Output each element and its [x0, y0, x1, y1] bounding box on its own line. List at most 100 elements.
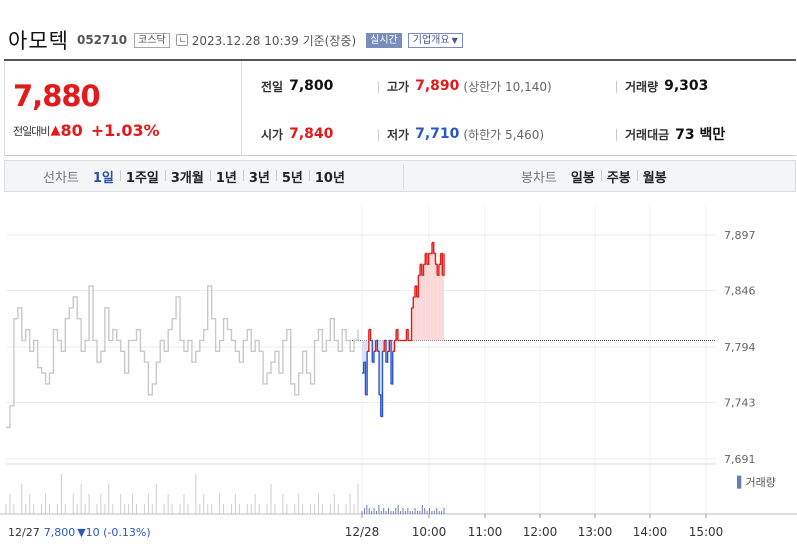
- prev-day-change: ▼10 (-0.13%): [77, 526, 150, 539]
- today-line-segment: [384, 339, 387, 363]
- today-line-segment: [406, 328, 409, 341]
- current-price-panel: 7,880 전일대비 ▲ 80 +1.03%: [4, 61, 242, 156]
- tab-3m[interactable]: 3개월: [164, 167, 210, 186]
- today-fill-segment: [421, 275, 424, 341]
- realtime-button[interactable]: 실시간: [366, 32, 402, 48]
- today-line-segment: [370, 339, 373, 363]
- today-line-segment: [368, 328, 372, 341]
- today-fill-segment: [437, 275, 439, 341]
- x-tick-label: 12:00: [523, 525, 558, 539]
- today-line-segment: [420, 263, 423, 276]
- today-fill-segment: [414, 286, 417, 341]
- open-value: 7,840: [289, 126, 334, 142]
- today-fill-segment: [442, 275, 444, 341]
- high-cell: 고가 7,890 (상한가 10,140): [387, 77, 552, 95]
- today-fill-segment: [363, 340, 366, 363]
- y-axis-ticks: 7,897 7,846 7,794 7,743 7,691: [724, 229, 756, 466]
- today-line-segment: [379, 394, 382, 417]
- today-line-segment: [414, 285, 418, 297]
- today-fill-segment: [433, 253, 436, 341]
- caret-down-icon: ▼: [451, 35, 458, 45]
- prev-close-value: 7,800: [289, 78, 334, 94]
- today-fill: [362, 242, 444, 417]
- x-tick-label: 15:00: [689, 525, 724, 539]
- tab-1w[interactable]: 1주일: [119, 167, 165, 186]
- today-line-segment: [433, 252, 437, 265]
- line-chart-label: 선차트: [43, 170, 79, 186]
- y-tick-label: 7,897: [724, 229, 756, 242]
- change-value: 80: [60, 121, 83, 140]
- volume-legend-marker-icon: ▌: [736, 475, 745, 489]
- today-line-segment: [413, 286, 416, 298]
- volume-bars: [5, 474, 445, 514]
- divider: [378, 81, 379, 93]
- company-info-label: 기업개요: [412, 34, 450, 46]
- market-badge: 코스닥: [134, 32, 170, 48]
- today-line-segment: [425, 252, 428, 265]
- x-axis-ticks: 12/28 10:00 11:00 12:00 13:00 14:00 15:00: [345, 514, 724, 539]
- today-line-segment: [442, 253, 445, 276]
- today-fill-segment: [438, 264, 441, 341]
- divider: [403, 164, 404, 190]
- stock-header: 아모텍 052710 코스닥 2023.12.28 10:39 기준(장중) 실…: [8, 26, 463, 54]
- x-tick-label: 14:00: [633, 525, 668, 539]
- today-line-segment: [396, 328, 399, 341]
- x-tick-label: 11:00: [468, 525, 503, 539]
- today-line-segment: [430, 242, 433, 255]
- open-label: 시가: [261, 127, 284, 142]
- today-line-segment: [394, 329, 397, 342]
- today-line-segment: [387, 340, 391, 353]
- prev-close-cell: 전일 7,800: [261, 77, 333, 95]
- period-tabs-bar: 선차트 1일 1주일 3개월 1년 3년 5년 10년 봉차트 일봉 주봉 월봉: [4, 160, 796, 192]
- tab-3y[interactable]: 3년: [242, 167, 276, 186]
- tab-10y[interactable]: 10년: [308, 167, 351, 186]
- amount-value: 73 백만: [675, 127, 726, 143]
- change-percent: +1.03%: [90, 121, 160, 140]
- today-line-segment: [385, 351, 389, 363]
- prev-day-path: [6, 285, 359, 429]
- up-triangle-icon: ▲: [50, 123, 61, 138]
- volume-value: 9,303: [664, 78, 709, 94]
- today-fill-segment: [432, 242, 434, 341]
- today-fill-segment: [430, 253, 433, 341]
- low-value: 7,710: [415, 126, 460, 142]
- low-label: 저가: [387, 127, 410, 142]
- upper-limit: (상한가 10,140): [463, 79, 552, 94]
- prev-day-summary: 12/27 7,800 ▼10 (-0.13%): [8, 526, 151, 539]
- tab-daily[interactable]: 일봉: [570, 170, 595, 186]
- tab-5y[interactable]: 5년: [275, 167, 309, 186]
- divider: [378, 129, 379, 141]
- candle-chart-label: 봉차트: [521, 170, 557, 186]
- tab-weekly[interactable]: 주봉: [600, 167, 637, 186]
- divider: [616, 129, 617, 141]
- today-line-segment: [372, 351, 375, 363]
- amount-label: 거래대금: [625, 127, 670, 142]
- change-row: 전일대비 ▲ 80 +1.03%: [13, 121, 160, 140]
- today-fill-segment: [425, 253, 427, 341]
- high-value: 7,890: [415, 78, 460, 94]
- today-fill-segment: [416, 296, 419, 341]
- today-line-segment: [375, 339, 379, 352]
- volume-label: 거래량: [625, 79, 659, 94]
- today-line-segment: [421, 264, 425, 276]
- today-line-segment: [411, 296, 414, 309]
- line-chart-tabs: 선차트 1일 1주일 3개월 1년 3년 5년 10년: [37, 161, 351, 191]
- volume-cell: 거래량 9,303: [625, 77, 708, 95]
- prev-day-date: 12/27: [8, 526, 40, 539]
- tab-1y[interactable]: 1년: [209, 167, 243, 186]
- y-tick-label: 7,846: [724, 284, 756, 297]
- tab-monthly[interactable]: 월봉: [636, 167, 673, 186]
- tab-1d[interactable]: 1일: [92, 170, 114, 186]
- change-label: 전일대비: [13, 124, 50, 138]
- open-cell: 시가 7,840: [261, 125, 333, 143]
- today-line-segment: [416, 275, 420, 298]
- x-tick-label: 12/28: [345, 525, 380, 539]
- x-tick-label: 13:00: [578, 525, 613, 539]
- today-line-segment: [380, 351, 384, 418]
- company-info-button[interactable]: 기업개요 ▼: [407, 32, 463, 48]
- y-tick-label: 7,794: [724, 341, 756, 354]
- high-label: 고가: [387, 79, 410, 94]
- today-line-segment: [392, 340, 396, 353]
- y-tick-label: 7,743: [724, 396, 756, 409]
- today-fill-segment: [420, 264, 422, 341]
